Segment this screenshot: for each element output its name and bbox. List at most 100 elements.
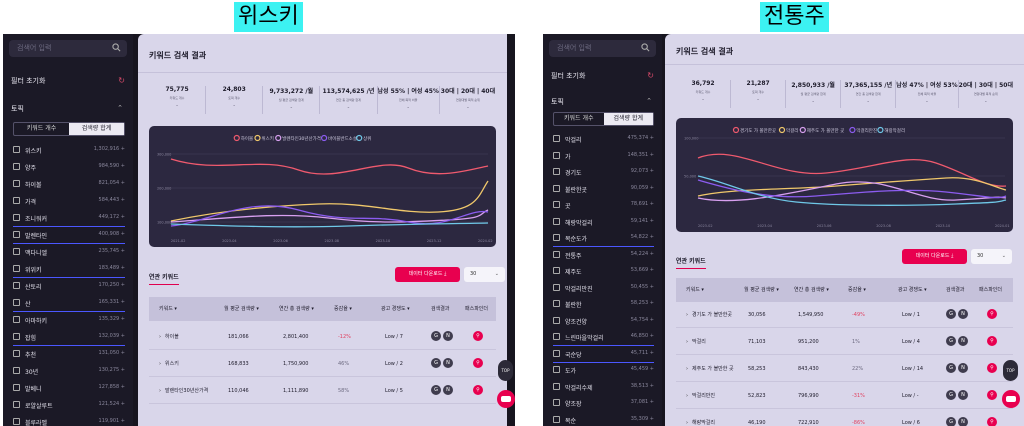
chevron-down-icon[interactable]: ⌄ xyxy=(175,102,179,107)
chat-button[interactable] xyxy=(1002,390,1020,408)
keyword-item[interactable]: 맥다니엘 235,745 + xyxy=(13,244,125,261)
keyword-item[interactable]: 해랑막걸리 59,141 + xyxy=(553,214,654,231)
pathfinder-icon[interactable]: ⚲ xyxy=(473,331,483,341)
legend-label[interactable]: 해랑막걸리 xyxy=(884,127,905,134)
pathfinder-icon[interactable]: ⚲ xyxy=(987,309,997,319)
expand-icon[interactable]: › xyxy=(159,361,161,367)
keyword-item[interactable]: 추천 131,050 + xyxy=(13,346,125,363)
chevron-down-icon[interactable]: ⌄ xyxy=(232,102,236,107)
legend-label[interactable]: 제주도 가 볼만한 곳 xyxy=(807,127,844,134)
checkbox[interactable] xyxy=(553,168,560,175)
checkbox[interactable] xyxy=(13,316,20,323)
scroll-top-button[interactable]: TOP xyxy=(1003,360,1018,381)
refresh-icon[interactable]: ↻ xyxy=(118,76,125,85)
table-row[interactable]: › 제주도 가 볼만한 곳 58,253 843,430 22% Low / 14 G N ⚲ xyxy=(676,356,1013,382)
chevron-down-icon[interactable]: ⌄ xyxy=(866,98,870,103)
sort-toggle[interactable]: 키워드 개수 검색량 합계 xyxy=(13,122,125,136)
keyword-item[interactable]: 제주도 53,669 + xyxy=(553,263,654,280)
keyword-item[interactable]: 아마하키 135,329 + xyxy=(13,312,125,329)
checkbox[interactable] xyxy=(13,163,20,170)
google-icon[interactable]: G xyxy=(431,331,441,341)
keyword-item[interactable]: 양주 984,590 + xyxy=(13,159,125,176)
keyword-item[interactable]: 국순당 45,711 + xyxy=(553,346,654,363)
column-header[interactable]: 키워드 ▾ xyxy=(159,306,177,312)
column-header[interactable]: 검색결과 xyxy=(946,287,965,293)
keyword-item[interactable]: 가 148,351 + xyxy=(553,148,654,165)
keyword-item[interactable]: 막걸리만진 50,455 + xyxy=(553,280,654,297)
checkbox[interactable] xyxy=(13,350,20,357)
keyword-item[interactable]: 막걸리 475,374 + xyxy=(553,131,654,148)
legend-label[interactable]: 위스키 xyxy=(261,135,273,142)
column-header[interactable]: 증감율 ▾ xyxy=(334,306,352,312)
keyword-item[interactable]: 30년 130,275 + xyxy=(13,363,125,380)
keyword-cell[interactable]: 해랑막걸리 xyxy=(692,420,716,426)
search-input[interactable]: 검색어 입력 xyxy=(9,40,127,57)
scroll-top-button[interactable]: TOP xyxy=(498,360,513,381)
column-header[interactable]: 월 평균 검색량 ▾ xyxy=(224,306,259,312)
checkbox[interactable] xyxy=(553,349,560,357)
keyword-item[interactable]: 발렌타인 400,908 + xyxy=(13,227,125,244)
refresh-icon[interactable]: ↻ xyxy=(647,71,654,80)
checkbox[interactable] xyxy=(553,399,560,406)
checkbox[interactable] xyxy=(553,366,560,373)
keyword-item[interactable]: 산 165,331 + xyxy=(13,295,125,312)
checkbox[interactable] xyxy=(553,267,560,274)
expand-icon[interactable]: › xyxy=(159,388,161,394)
checkbox[interactable] xyxy=(13,248,20,255)
keyword-item[interactable]: 느린마을막걸리 46,850 + xyxy=(553,329,654,346)
topic-header[interactable]: 토픽 ⌃ xyxy=(551,97,654,107)
checkbox[interactable] xyxy=(13,299,20,306)
checkbox[interactable] xyxy=(553,184,560,192)
column-header[interactable]: 광고 경쟁도 ▾ xyxy=(898,287,927,293)
checkbox[interactable] xyxy=(13,146,20,153)
checkbox[interactable] xyxy=(13,180,20,187)
sort-keyword-count[interactable]: 키워드 개수 xyxy=(563,115,594,122)
naver-icon[interactable]: N xyxy=(958,309,968,319)
naver-icon[interactable]: N xyxy=(443,331,453,341)
checkbox[interactable] xyxy=(13,214,20,221)
checkbox[interactable] xyxy=(553,250,560,258)
checkbox[interactable] xyxy=(13,265,20,272)
column-header[interactable]: 증감율 ▾ xyxy=(848,287,866,293)
checkbox[interactable] xyxy=(553,151,560,159)
keyword-cell[interactable]: 하이볼 xyxy=(165,334,179,340)
keyword-item[interactable]: 막걸리수제 38,513 + xyxy=(553,379,654,396)
pathfinder-icon[interactable]: ⚲ xyxy=(987,336,997,346)
checkbox[interactable] xyxy=(553,283,560,291)
chevron-down-icon[interactable]: ⌄ xyxy=(925,98,929,103)
expand-icon[interactable]: › xyxy=(686,366,688,372)
keyword-item[interactable]: 도가 45,459 + xyxy=(553,362,654,379)
expand-icon[interactable]: › xyxy=(686,339,688,345)
checkbox[interactable] xyxy=(553,300,560,307)
keyword-item[interactable]: 발베니 127,858 + xyxy=(13,380,125,397)
table-row[interactable]: › 해랑막걸리 46,190 722,910 -86% Low / 6 G N ⚲ xyxy=(676,410,1013,426)
sort-search-volume[interactable]: 검색량 합계 xyxy=(603,113,653,125)
column-header[interactable]: 패스파인더 xyxy=(979,287,1003,293)
naver-icon[interactable]: N xyxy=(443,358,453,368)
sort-keyword-count[interactable]: 키워드 개수 xyxy=(26,125,57,132)
chevron-down-icon[interactable]: ⌄ xyxy=(466,104,470,109)
keyword-item[interactable]: 잡힘 132,039 + xyxy=(13,329,125,346)
keyword-item[interactable]: 양조장 37,081 + xyxy=(553,395,654,412)
checkbox[interactable] xyxy=(553,415,560,423)
keyword-cell[interactable]: 경기도 가 볼만한곳 xyxy=(692,312,732,318)
checkbox[interactable] xyxy=(553,217,560,225)
chat-button[interactable] xyxy=(497,390,515,408)
filter-reset[interactable]: 필터 초기화 ↻ xyxy=(551,71,654,81)
legend-label[interactable]: 상위 xyxy=(363,135,371,142)
chevron-down-icon[interactable]: ⌄ xyxy=(811,98,815,103)
chevron-down-icon[interactable]: ⌄ xyxy=(289,104,293,109)
search-icon[interactable] xyxy=(641,43,650,52)
checkbox[interactable] xyxy=(13,231,20,238)
checkbox[interactable] xyxy=(553,234,560,241)
checkbox[interactable] xyxy=(553,316,560,324)
keyword-item[interactable]: 곳 78,691 + xyxy=(553,197,654,214)
table-row[interactable]: › 위스키 168,833 1,750,900 46% Low / 2 G N ⚲ xyxy=(149,351,496,377)
legend-label[interactable]: 바이블반드소설 xyxy=(328,135,357,142)
naver-icon[interactable]: N xyxy=(958,363,968,373)
legend-label[interactable]: 경기도 가 볼만한곳 xyxy=(740,127,776,134)
sort-toggle[interactable]: 키워드 개수 검색량 합계 xyxy=(553,112,654,126)
keyword-item[interactable]: 조니워커 449,172 + xyxy=(13,210,125,227)
naver-icon[interactable]: N xyxy=(443,385,453,395)
keyword-item[interactable]: 위스키 1,302,916 + xyxy=(13,142,125,159)
